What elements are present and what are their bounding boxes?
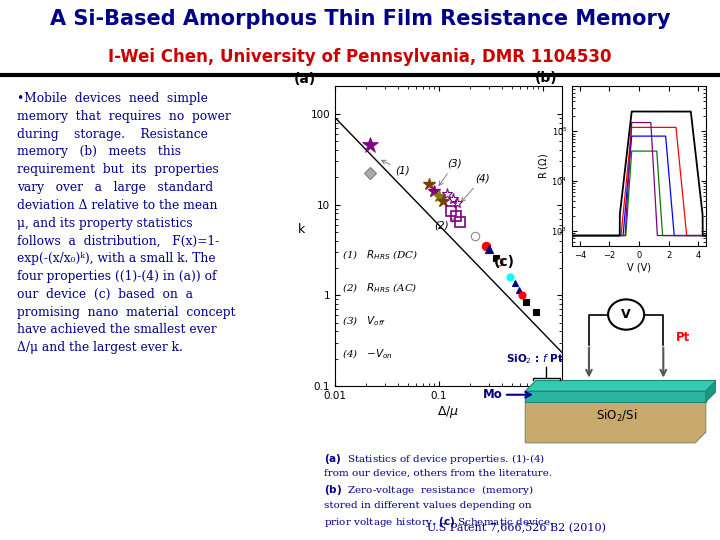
Text: Mo: Mo <box>483 388 503 401</box>
X-axis label: V (V): V (V) <box>627 262 651 272</box>
Text: (a): (a) <box>294 72 316 86</box>
Text: (4)   $-V_{on}$: (4) $-V_{on}$ <box>341 347 392 361</box>
Polygon shape <box>525 391 706 443</box>
Circle shape <box>608 299 644 330</box>
Text: I-Wei Chen, University of Pennsylvania, DMR 1104530: I-Wei Chen, University of Pennsylvania, … <box>108 48 612 66</box>
Text: SiO$_2$ : $f$ Pt: SiO$_2$ : $f$ Pt <box>506 352 564 366</box>
Text: (4): (4) <box>462 173 490 201</box>
Text: SiO$_2$/Si: SiO$_2$/Si <box>596 408 637 424</box>
Text: •Mobile  devices  need  simple
memory  that  requires  no  power
during    stora: •Mobile devices need simple memory that … <box>17 92 235 354</box>
Text: (b): (b) <box>535 71 558 85</box>
Text: (c): (c) <box>493 255 514 269</box>
Polygon shape <box>525 391 706 402</box>
Text: (1): (1) <box>382 160 410 176</box>
Polygon shape <box>525 381 716 391</box>
Y-axis label: R ($\Omega$): R ($\Omega$) <box>537 153 550 179</box>
Text: $\mathbf{(a)}$  Statistics of device properties. (1)-(4)
from our device, others: $\mathbf{(a)}$ Statistics of device prop… <box>324 451 554 529</box>
Text: (2): (2) <box>434 219 455 230</box>
Text: (2)   $R_{HRS}$ (AC): (2) $R_{HRS}$ (AC) <box>341 281 417 295</box>
Text: U.S Patent 7,666,526 B2 (2010): U.S Patent 7,666,526 B2 (2010) <box>427 523 606 533</box>
Text: A Si-Based Amorphous Thin Film Resistance Memory: A Si-Based Amorphous Thin Film Resistanc… <box>50 9 670 29</box>
Text: Pt: Pt <box>676 331 690 344</box>
Text: (3)   $V_{off}$: (3) $V_{off}$ <box>341 314 386 328</box>
Polygon shape <box>706 381 716 402</box>
Y-axis label: k: k <box>298 223 305 237</box>
Text: V: V <box>621 308 631 321</box>
X-axis label: $\Delta/\mu$: $\Delta/\mu$ <box>437 404 459 420</box>
Text: (3): (3) <box>439 159 462 185</box>
Text: (1)   $R_{HRS}$ (DC): (1) $R_{HRS}$ (DC) <box>341 248 418 262</box>
Text: SiO$_2$ : $f$ Pt: SiO$_2$ : $f$ Pt <box>564 407 622 421</box>
